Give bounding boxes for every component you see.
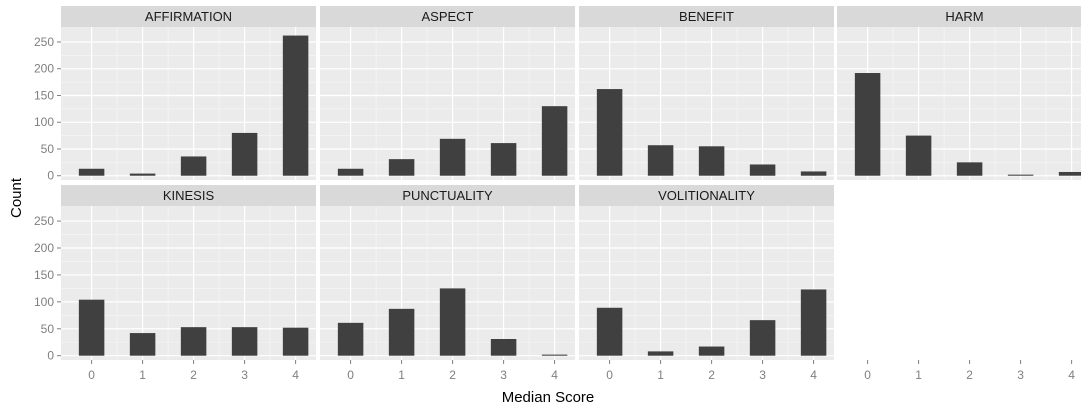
y-tick-label: 150 [34,268,54,282]
bar [698,346,725,356]
x-tick-label: 2 [449,368,456,382]
bar [439,288,466,356]
facet-strip [61,6,316,27]
bar [490,339,517,356]
bar [78,299,105,356]
panels: 050100150200250050100150200250AFFIRMATIO… [34,6,1081,382]
facet-panel-punctuality: PUNCTUALITY [320,185,575,360]
facet-strip [579,185,834,206]
facet-strip-label: ASPECT [421,9,473,24]
bar [698,146,725,176]
facet-panel-aspect: ASPECT [320,6,575,180]
x-tick-label: 3 [759,368,766,382]
facet-strip-label: KINESIS [163,188,215,203]
bar [749,164,776,176]
bar [854,73,881,176]
bar [1007,174,1034,176]
facet-strip-label: VOLITIONALITY [658,188,755,203]
bar [647,351,674,356]
x-tick-label: 0 [88,368,95,382]
bar [180,327,207,356]
bar [596,89,623,176]
bar [749,320,776,356]
facet-strip-label: PUNCTUALITY [402,188,493,203]
bar [905,135,932,176]
x-tick-label: 2 [190,368,197,382]
facet-strip-label: AFFIRMATION [145,9,232,24]
bar [800,289,827,356]
y-tick-label: 250 [34,214,54,228]
facet-panel-benefit: BENEFIT [579,6,834,180]
x-tick-label: 4 [810,368,817,382]
bar [388,159,415,176]
x-tick-label: 4 [551,368,558,382]
bar [541,354,568,356]
bar [180,156,207,176]
facet-strip [320,6,575,27]
x-tick-label: 2 [708,368,715,382]
y-axis-title: Count [8,177,25,218]
x-tick-label: 2 [966,368,973,382]
y-tick-label: 0 [47,169,54,183]
bar [337,168,364,176]
bar [282,327,309,356]
y-tick-label: 200 [34,62,54,76]
x-tick-label: 0 [864,368,871,382]
x-tick-label: 3 [241,368,248,382]
facet-strip [579,6,834,27]
x-tick-label: 3 [1017,368,1024,382]
facet-panel-affirmation: AFFIRMATION [61,6,316,180]
facet-strip-label: BENEFIT [679,9,734,24]
y-tick-label: 100 [34,295,54,309]
bar [231,132,258,176]
facet-strip [837,6,1081,27]
x-tick-label: 1 [657,368,664,382]
facet-panel-harm: HARM [837,6,1081,180]
x-tick-label: 1 [139,368,146,382]
x-tick-label: 0 [606,368,613,382]
bar [129,333,156,356]
bar [596,307,623,356]
bar [1058,171,1081,176]
facet-strip [320,185,575,206]
bar [439,138,466,176]
facet-strip-label: HARM [945,9,983,24]
bar [388,308,415,356]
y-tick-label: 0 [47,349,54,363]
x-tick-label: 1 [915,368,922,382]
y-tick-label: 250 [34,35,54,49]
y-tick-label: 50 [41,322,55,336]
y-tick-label: 150 [34,88,54,102]
x-tick-label: 0 [347,368,354,382]
bar [490,143,517,176]
y-tick-label: 100 [34,115,54,129]
x-tick-label: 4 [292,368,299,382]
bar [800,171,827,176]
y-tick-label: 200 [34,241,54,255]
x-tick-label: 1 [398,368,405,382]
y-tick-label: 50 [41,142,55,156]
bar [129,173,156,176]
bar [647,145,674,176]
x-tick-label: 3 [500,368,507,382]
bar [282,35,309,176]
x-tick-label: 4 [1068,368,1075,382]
bar [337,322,364,356]
bar [231,327,258,356]
facet-strip [61,185,316,206]
facet-panel-volitionality: VOLITIONALITY [579,185,834,360]
panel-background [61,27,316,180]
bar [956,162,983,176]
x-axis-title: Median Score [502,389,595,406]
bar [78,168,105,176]
facet-panel-kinesis: KINESIS [61,185,316,360]
bar [541,106,568,176]
